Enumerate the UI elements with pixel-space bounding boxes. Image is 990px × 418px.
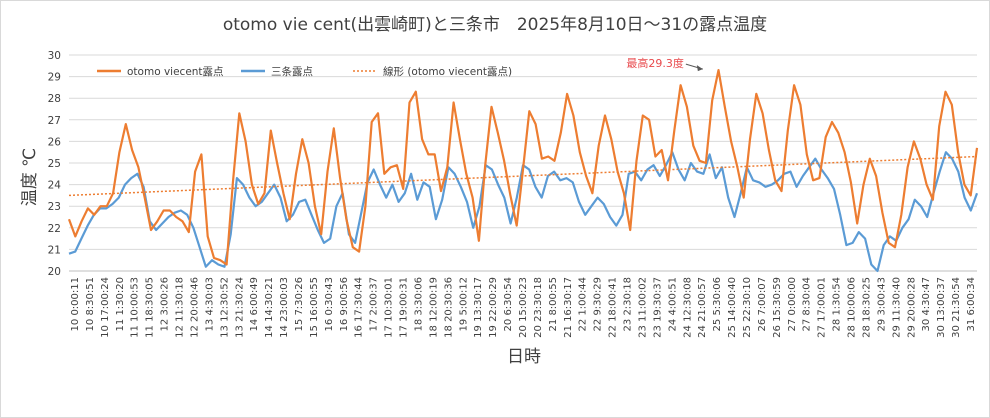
x-tick-label: 14 23:00:03 xyxy=(279,277,290,338)
x-tick-label: 15 16:00:55 xyxy=(309,277,320,338)
x-tick-label: 29 3:00:43 xyxy=(876,277,887,331)
y-tick-label: 22 xyxy=(48,223,61,235)
x-tick-label: 15 7:30:26 xyxy=(294,277,305,331)
y-tick-label: 29 xyxy=(48,72,61,84)
x-tick-label: 10 17:00:24 xyxy=(100,277,111,338)
x-tick-label: 17 19:00:31 xyxy=(399,277,410,338)
x-tick-label: 20 6:30:54 xyxy=(503,277,514,331)
x-tick-label: 26 15:30:59 xyxy=(772,277,783,338)
series-line-otomo xyxy=(67,69,979,266)
x-tick-label: 22 1:00:44 xyxy=(578,277,589,331)
x-axis-label: 日時 xyxy=(507,347,541,367)
x-tick-label: 22 9:30:29 xyxy=(593,277,604,331)
x-tick-label: 17 2:00:37 xyxy=(369,277,380,331)
legend-label: otomo viecent露点 xyxy=(127,66,224,78)
x-tick-label: 21 8:00:55 xyxy=(548,277,559,331)
x-tick-label: 25 14:00:40 xyxy=(727,277,738,338)
x-tick-label: 19 13:30:17 xyxy=(473,277,484,338)
x-tick-label: 24 21:00:57 xyxy=(697,277,708,338)
x-tick-label: 20 15:00:23 xyxy=(518,277,529,338)
x-tick-label: 14 14:30:21 xyxy=(264,277,275,338)
series-line-trend xyxy=(68,155,978,197)
x-axis-ticks: 10 0:00:11 10 8:30:51 10 17:00:24 11 1:30:2… xyxy=(70,277,977,338)
x-tick-label: 24 12:30:08 xyxy=(682,277,693,338)
series-layer xyxy=(67,69,979,273)
x-tick-label: 22 18:00:41 xyxy=(608,277,619,338)
y-tick-label: 26 xyxy=(48,136,62,148)
x-tick-label: 14 6:00:49 xyxy=(249,277,260,331)
x-tick-label: 30 21:30:54 xyxy=(951,277,962,338)
x-tick-label: 29 20:00:28 xyxy=(906,277,917,338)
x-tick-label: 27 0:00:00 xyxy=(787,277,798,331)
y-tick-label: 20 xyxy=(48,266,61,278)
y-tick-label: 23 xyxy=(48,201,61,213)
legend-item-otomo: otomo viecent露点 xyxy=(97,66,224,78)
annotation-max-label: 最高29.3度 xyxy=(626,56,684,70)
x-tick-label: 18 12:00:19 xyxy=(428,277,439,338)
x-tick-label: 12 11:30:18 xyxy=(175,277,186,338)
annotation-arrowhead xyxy=(696,65,703,72)
annotations: 最高29.3度 xyxy=(626,56,704,72)
legend-label: 三条露点 xyxy=(271,65,313,78)
x-tick-label: 18 3:30:06 xyxy=(413,277,424,331)
x-tick-label: 10 0:00:11 xyxy=(70,277,81,331)
x-tick-label: 13 12:30:52 xyxy=(219,277,230,338)
x-tick-label: 30 4:30:47 xyxy=(921,277,932,331)
legend-item-sanjo: 三条露点 xyxy=(241,65,313,78)
x-tick-label: 21 16:30:17 xyxy=(563,277,574,338)
y-tick-label: 21 xyxy=(48,244,61,256)
x-tick-label: 17 10:30:01 xyxy=(384,277,395,338)
x-tick-label: 10 8:30:51 xyxy=(85,277,96,331)
legend-label: 線形 (otomo viecent露点) xyxy=(383,65,512,78)
legend-item-trend: 線形 (otomo viecent露点) xyxy=(353,65,512,78)
x-tick-label: 13 21:30:24 xyxy=(234,277,245,338)
x-tick-label: 19 5:00:12 xyxy=(458,277,469,331)
x-tick-label: 26 7:00:07 xyxy=(757,277,768,331)
x-tick-label: 18 20:30:36 xyxy=(443,277,454,338)
x-tick-label: 23 11:00:02 xyxy=(637,277,648,338)
x-tick-label: 31 6:00:34 xyxy=(966,277,977,331)
x-tick-label: 16 0:30:43 xyxy=(324,277,335,331)
x-tick-label: 28 1:30:54 xyxy=(832,277,843,331)
x-tick-label: 27 17:00:01 xyxy=(817,277,828,338)
legend: otomo viecent露点 三条露点 線形 (otomo viecent露点) xyxy=(97,65,512,78)
x-tick-label: 19 22:00:29 xyxy=(488,277,499,338)
x-tick-label: 23 19:30:37 xyxy=(652,277,663,338)
x-tick-label: 24 4:00:51 xyxy=(667,277,678,331)
x-tick-label: 30 13:00:37 xyxy=(936,277,947,338)
x-tick-label: 13 4:30:03 xyxy=(204,277,215,331)
y-axis-label: 温度 ℃ xyxy=(20,148,40,207)
x-tick-label: 27 8:30:04 xyxy=(802,277,813,331)
x-tick-label: 16 17:30:44 xyxy=(354,277,365,338)
x-tick-label: 29 11:30:40 xyxy=(891,277,902,338)
y-axis-ticks: 20 21 22 23 24 25 26 27 28 29 30 xyxy=(48,50,62,278)
chart-title: otomo vie cent(出雲崎町)と三条市 2025年8月10日～31の露… xyxy=(223,15,767,35)
x-tick-label: 11 18:30:05 xyxy=(145,277,156,338)
x-tick-label: 28 10:00:06 xyxy=(847,277,858,338)
y-tick-label: 25 xyxy=(48,158,61,170)
x-tick-label: 12 20:00:46 xyxy=(189,277,200,338)
x-tick-label: 25 5:30:06 xyxy=(712,277,723,331)
x-tick-label: 16 9:00:56 xyxy=(339,277,350,331)
x-tick-label: 23 2:30:18 xyxy=(623,277,634,331)
x-tick-label: 20 23:30:18 xyxy=(533,277,544,338)
x-tick-label: 12 3:00:26 xyxy=(160,277,171,331)
y-tick-label: 24 xyxy=(48,180,62,192)
y-tick-label: 30 xyxy=(48,50,61,62)
y-tick-label: 28 xyxy=(48,93,61,105)
x-tick-label: 11 10:00:53 xyxy=(130,277,141,338)
y-tick-label: 27 xyxy=(48,115,61,127)
x-tick-label: 11 1:30:20 xyxy=(115,277,126,331)
x-tick-label: 28 18:30:25 xyxy=(861,277,872,338)
x-tick-label: 25 22:30:10 xyxy=(742,277,753,338)
